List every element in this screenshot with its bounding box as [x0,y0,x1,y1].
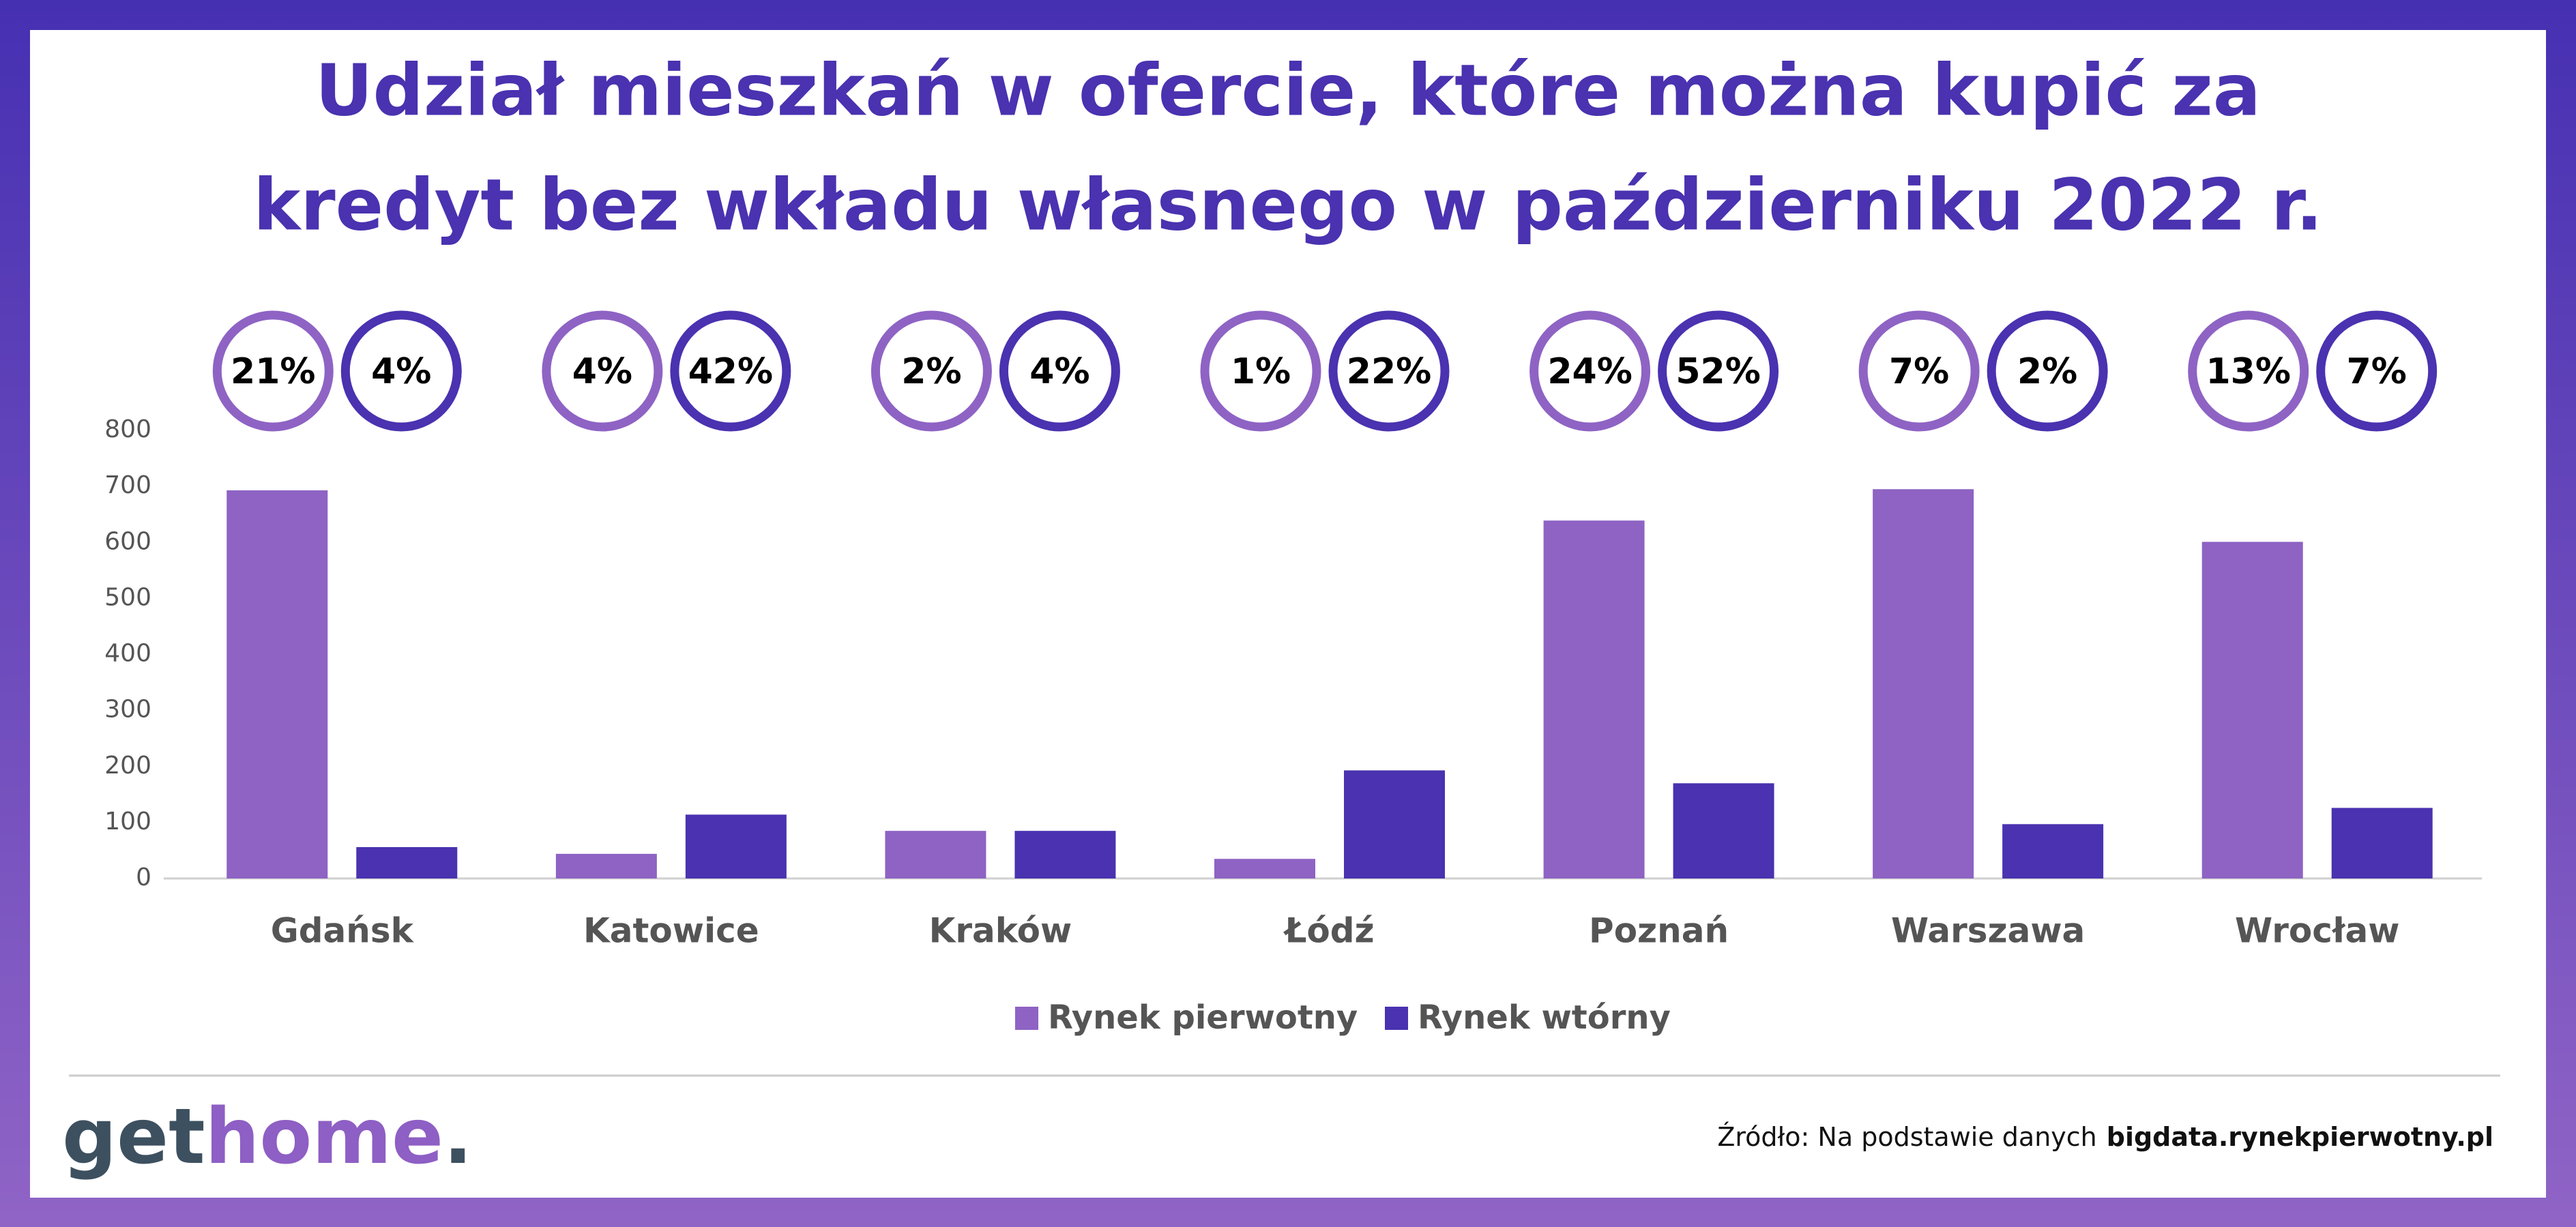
legend-swatch [1385,1007,1408,1030]
bar [1673,783,1774,878]
y-tick-label: 300 [104,696,151,724]
y-tick-label: 100 [104,808,151,836]
bar [1543,520,1645,878]
legend-swatch [1015,1007,1038,1030]
panel [30,30,2546,1198]
share-label: 22% [1347,351,1431,392]
y-tick-label: 400 [104,640,151,668]
bar [1873,489,1974,878]
x-tick-label: Katowice [583,911,759,951]
share-circle [2188,310,2309,432]
chart-title: kredyt bez wkładu własnego w październik… [253,163,2323,246]
share-circle [542,310,663,432]
share-circle [212,310,334,432]
y-tick-label: 200 [104,752,151,780]
x-tick-label: Gdańsk [271,911,415,951]
share-label: 2% [901,351,961,392]
share-circle [340,310,462,432]
share-label: 2% [2017,351,2077,392]
y-tick-label: 600 [104,527,151,555]
share-label: 4% [371,351,431,392]
share-circle [999,310,1120,432]
y-tick-label: 700 [104,471,151,499]
bar [555,853,657,878]
bar [2331,808,2433,878]
bar [2201,542,2303,878]
share-label: 4% [572,351,632,392]
y-tick-label: 500 [104,583,151,611]
bar [1344,770,1445,878]
share-label: 52% [1675,351,1760,392]
share-circle [1658,310,1779,432]
legend-label: Rynek wtórny [1418,999,1671,1037]
logo: gethome. [62,1093,473,1181]
share-label: 4% [1029,351,1089,392]
bar [885,831,986,878]
share-circle [1328,310,1450,432]
bar [356,847,458,878]
y-tick-label: 800 [104,415,151,443]
bar [1214,859,1315,878]
x-tick-label: Wrocław [2235,911,2399,951]
share-circle [670,310,791,432]
bar [685,814,787,878]
y-tick-label: 0 [136,863,151,891]
share-label: 7% [1889,351,1949,392]
x-tick-label: Kraków [929,911,1072,951]
x-tick-label: Poznań [1589,911,1729,951]
share-label: 7% [2347,351,2407,392]
share-circle [870,310,992,432]
share-circle [1858,310,1980,432]
share-circle [1987,310,2108,432]
source: Źródło: Na podstawie danych bigdata.rynek… [1717,1122,2493,1152]
x-tick-label: Warszawa [1891,911,2085,951]
chart-title: Udział mieszkań w ofercie, które można k… [315,48,2261,132]
bar [226,490,328,878]
share-label: 42% [688,351,773,392]
share-label: 24% [1547,351,1632,392]
share-label: 13% [2206,351,2290,392]
share-circle [1530,310,1651,432]
share-circle [2316,310,2438,432]
legend-label: Rynek pierwotny [1048,999,1358,1037]
x-tick-label: Łódź [1283,911,1374,951]
share-label: 21% [231,351,315,392]
bar [1014,831,1116,878]
share-circle [1200,310,1321,432]
share-label: 1% [1231,351,1291,392]
bar [2002,824,2104,878]
